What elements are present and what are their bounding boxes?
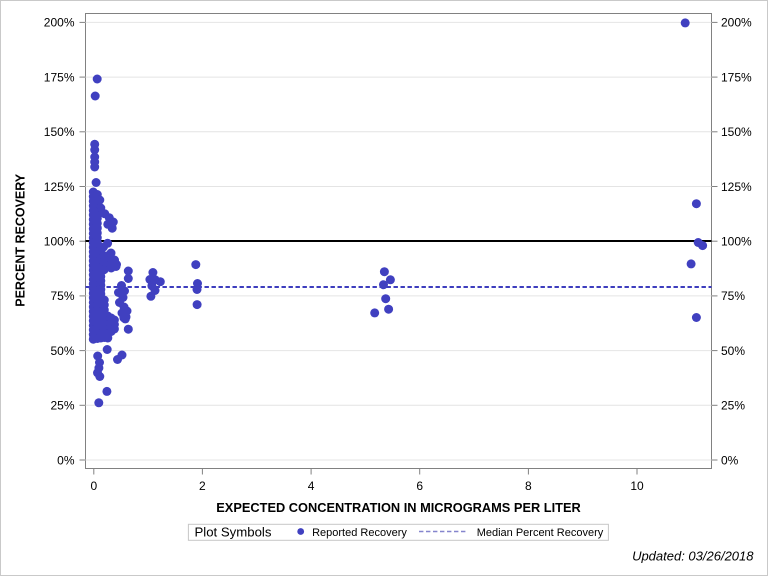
svg-text:Reported Recovery: Reported Recovery — [312, 527, 407, 539]
svg-text:50%: 50% — [721, 344, 745, 358]
svg-text:100%: 100% — [721, 235, 752, 249]
svg-text:75%: 75% — [50, 289, 74, 303]
svg-text:0%: 0% — [721, 453, 739, 467]
svg-text:8: 8 — [525, 479, 532, 493]
svg-text:150%: 150% — [721, 125, 752, 139]
svg-text:PERCENT RECOVERY: PERCENT RECOVERY — [14, 173, 28, 307]
svg-text:200%: 200% — [44, 16, 75, 30]
svg-text:4: 4 — [308, 479, 315, 493]
svg-text:Plot Symbols: Plot Symbols — [195, 524, 272, 539]
svg-text:6: 6 — [416, 479, 423, 493]
svg-text:2: 2 — [199, 479, 206, 493]
svg-text:50%: 50% — [50, 344, 74, 358]
svg-text:75%: 75% — [721, 289, 745, 303]
svg-text:25%: 25% — [50, 399, 74, 413]
svg-text:0: 0 — [90, 479, 97, 493]
svg-text:0%: 0% — [57, 453, 75, 467]
svg-text:EXPECTED CONCENTRATION IN MICR: EXPECTED CONCENTRATION IN MICROGRAMS PER… — [216, 500, 581, 515]
svg-text:200%: 200% — [721, 16, 752, 30]
svg-text:175%: 175% — [44, 70, 75, 84]
svg-text:100%: 100% — [44, 235, 75, 249]
svg-text:125%: 125% — [721, 180, 752, 194]
svg-text:Updated: 03/26/2018: Updated: 03/26/2018 — [632, 548, 754, 563]
svg-text:Median Percent Recovery: Median Percent Recovery — [477, 527, 604, 539]
svg-text:150%: 150% — [44, 125, 75, 139]
svg-text:175%: 175% — [721, 70, 752, 84]
svg-text:10: 10 — [630, 479, 644, 493]
svg-text:25%: 25% — [721, 399, 745, 413]
svg-text:125%: 125% — [44, 180, 75, 194]
